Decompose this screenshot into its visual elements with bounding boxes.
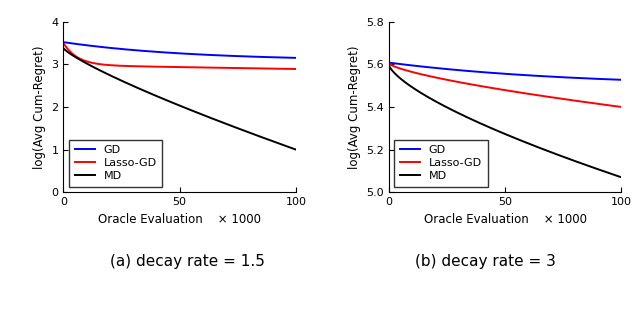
GD: [292, 56, 300, 60]
Lasso-GD: [60, 41, 67, 45]
Lasso-GD: [385, 61, 392, 65]
X-axis label: Oracle Evaluation    × 1000: Oracle Evaluation × 1000: [424, 213, 586, 226]
X-axis label: Oracle Evaluation    × 1000: Oracle Evaluation × 1000: [98, 213, 261, 226]
Lasso-GD: [101, 63, 108, 67]
Lasso-GD: [292, 67, 300, 71]
Lasso-GD: [490, 86, 498, 90]
GD: [197, 53, 204, 56]
GD: [560, 75, 567, 79]
Line: MD: MD: [389, 65, 621, 177]
Lasso-GD: [445, 78, 453, 82]
Lasso-GD: [235, 66, 242, 70]
GD: [165, 51, 172, 55]
Lasso-GD: [618, 105, 625, 109]
MD: [522, 141, 529, 144]
Lasso-GD: [119, 64, 127, 68]
Lasso-GD: [522, 91, 529, 95]
GD: [426, 65, 434, 69]
GD: [618, 78, 625, 82]
MD: [197, 112, 204, 116]
MD: [215, 119, 223, 123]
MD: [426, 96, 434, 100]
GD: [215, 54, 223, 57]
GD: [60, 40, 67, 44]
Y-axis label: log(Avg Cum-Regret): log(Avg Cum-Regret): [347, 45, 361, 169]
Line: MD: MD: [63, 48, 296, 149]
Text: (a) decay rate = 1.5: (a) decay rate = 1.5: [110, 254, 264, 269]
MD: [385, 63, 392, 67]
Line: GD: GD: [389, 63, 621, 80]
Lasso-GD: [426, 74, 434, 78]
Y-axis label: log(Avg Cum-Regret): log(Avg Cum-Regret): [33, 45, 46, 169]
MD: [292, 148, 300, 151]
Lasso-GD: [165, 65, 172, 69]
GD: [119, 47, 127, 51]
MD: [445, 106, 453, 110]
MD: [560, 155, 567, 159]
Lasso-GD: [540, 94, 548, 98]
GD: [101, 46, 108, 49]
MD: [540, 148, 548, 151]
MD: [60, 46, 67, 50]
Lasso-GD: [215, 66, 223, 70]
Legend: GD, Lasso-GD, MD: GD, Lasso-GD, MD: [394, 140, 488, 187]
Lasso-GD: [560, 97, 567, 101]
GD: [235, 54, 242, 58]
GD: [540, 74, 548, 78]
Line: Lasso-GD: Lasso-GD: [63, 43, 296, 69]
MD: [165, 99, 172, 103]
GD: [445, 67, 453, 71]
Legend: GD, Lasso-GD, MD: GD, Lasso-GD, MD: [69, 140, 162, 187]
MD: [490, 127, 498, 131]
Line: GD: GD: [63, 42, 296, 58]
Text: (b) decay rate = 3: (b) decay rate = 3: [415, 254, 555, 269]
MD: [235, 127, 242, 131]
GD: [385, 61, 392, 64]
Line: Lasso-GD: Lasso-GD: [389, 63, 621, 107]
GD: [522, 73, 529, 77]
Lasso-GD: [197, 66, 204, 69]
MD: [119, 80, 127, 83]
MD: [101, 71, 108, 74]
GD: [490, 71, 498, 75]
MD: [618, 175, 625, 179]
